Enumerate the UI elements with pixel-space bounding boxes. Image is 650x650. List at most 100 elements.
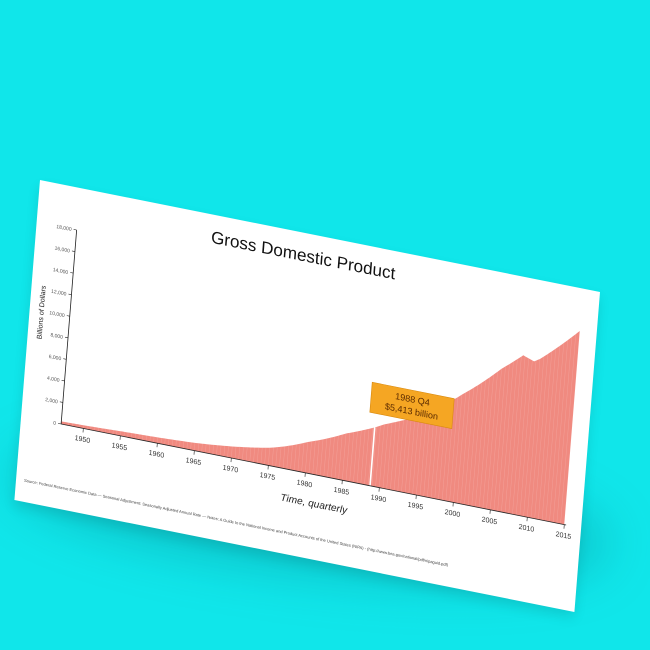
area-hatch-line [182,441,185,449]
y-tick-label: 14,000 [53,267,69,276]
area-hatch-line [171,439,173,447]
area-hatch-line [260,447,263,465]
y-tick-label: 8,000 [50,332,63,340]
area-hatch-line [186,441,188,450]
area-hatch-line [316,440,320,476]
area-hatch-line [482,374,494,509]
area-hatch-line [453,394,463,503]
y-tick [63,358,67,360]
y-axis-line [60,229,78,425]
area-hatch-line [564,330,581,525]
area-hatch-line [219,445,222,456]
area-hatch-line [404,418,412,493]
highlight-layer: 1988 Q4$5,413 billion [369,381,455,486]
area-hatch-line [293,444,297,471]
tooltip-box [369,381,455,430]
y-tick [66,315,70,317]
area-hatch-line [190,442,192,450]
gdp-area [61,330,580,525]
area-hatch-line [419,413,427,496]
area-hatch-line [216,445,218,456]
area-hatch-line [523,360,537,517]
area-hatch-line [175,440,177,447]
area-hatch-line [478,377,490,508]
area-hatch-line [508,356,522,514]
y-tick [70,272,74,274]
area-hatch-line [382,423,389,489]
y-tick [58,423,62,425]
area-hatch-line [238,446,240,460]
area-hatch-line [212,444,214,455]
y-tick [68,293,72,295]
area-hatch-line [556,337,573,524]
y-axis-label: Billions of Dollars [36,284,48,340]
area-hatch-line [297,443,301,472]
area-hatch-line [197,443,199,452]
area-hatch-line [360,429,366,484]
area-hatch-line [464,387,474,505]
area-hatch-line [504,359,518,513]
area-hatch-line [312,440,316,475]
area-hatch-line [490,368,502,510]
area-hatch-line [168,439,170,446]
chart-card: Gross Domestic Product 1988 Q4 $5,413 bil… [14,180,600,612]
y-tick-label: 2,000 [45,397,58,405]
area-hatch-line [201,443,203,453]
area-hatch-line [194,442,196,451]
highlight-line [369,427,376,486]
area-hatch-line [342,433,347,481]
area-hatch-line [549,342,565,522]
area-hatch-line [338,434,343,480]
area-hatch-line [538,351,553,520]
area-hatch-line [253,447,255,463]
area-hatch-line [386,422,393,490]
area-hatch-line [456,392,467,504]
area-hatch-line [305,441,309,473]
area-hatch-line [423,411,431,497]
y-tick-label: 4,000 [47,375,60,383]
area-hatch-line [515,358,529,516]
area-hatch-line [497,364,510,512]
area-hatch-line [397,420,404,492]
area-hatch-line [471,382,482,507]
area-hatch-line [416,415,423,496]
area-hatch-line [227,446,229,458]
gdp-chart[interactable]: Gross Domestic Product 1988 Q4$5,413 bil… [14,180,600,612]
area-hatch-line [268,447,270,466]
y-tick [64,336,69,339]
area-hatch-line [245,447,248,462]
area-hatch-line [349,432,354,482]
y-tick [73,229,77,231]
area-hatch-line [353,431,358,483]
area-hatch-line [308,441,312,474]
area-hatch-line [271,447,274,467]
y-tick-label: 10,000 [49,310,65,319]
area-hatch-line [486,371,498,510]
area-hatch-line [256,447,259,464]
x-tick-label: 1985 [333,486,349,497]
area-hatch-line [512,356,526,515]
x-tick-label: 1995 [407,501,423,512]
area-hatch-line [279,446,282,468]
y-tick-label: 18,000 [56,224,72,233]
axes-layer: 0 2,000 4,000 6,000 8,000 10,000 12,000 14,000 1… [45,224,572,541]
y-tick-label: 6,000 [48,354,61,362]
area-hatch-line [179,440,181,448]
x-tick-label: 1965 [185,456,201,467]
x-tick-label: 2015 [555,530,571,541]
area-hatch-line [323,438,328,477]
x-tick-label: 2000 [444,508,460,519]
area-hatch-line [541,348,557,521]
area-hatch-line [234,446,237,459]
area-hatch-line [390,421,397,490]
area-hatch-line [560,334,577,524]
x-tick-label: 1955 [111,441,127,452]
chart-title: Gross Domestic Product [210,227,396,284]
area-hatch-line [460,390,471,504]
y-tick [61,379,65,382]
area-hatch-line [493,366,506,511]
area-hatch-line [467,385,478,506]
area-hatch-line [530,356,545,519]
area-hatch-line [367,427,374,486]
